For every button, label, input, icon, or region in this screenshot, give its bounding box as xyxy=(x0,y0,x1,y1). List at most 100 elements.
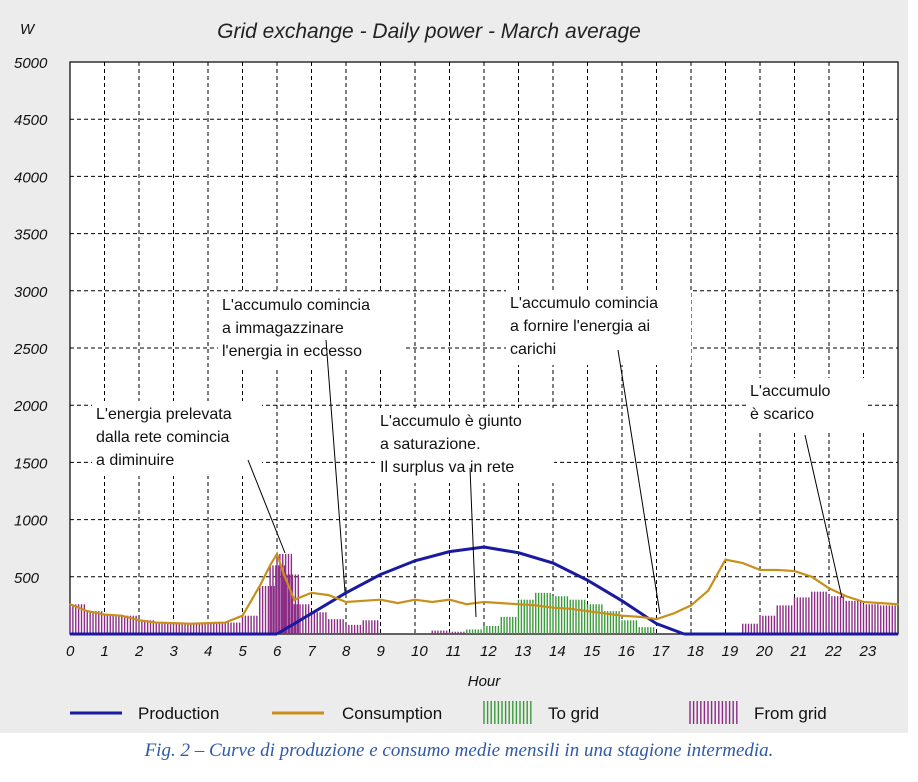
x-tick-label: 17 xyxy=(653,643,670,660)
data-point xyxy=(310,592,313,594)
y-tick-label: 2000 xyxy=(13,398,48,415)
y-tick-label: 4000 xyxy=(14,169,48,186)
x-tick-label: 3 xyxy=(170,643,179,660)
data-point xyxy=(707,589,709,592)
data-point xyxy=(328,594,330,596)
legend-label: To grid xyxy=(548,704,599,723)
y-tick-label: 1000 xyxy=(14,513,48,530)
data-point xyxy=(283,573,285,576)
data-point xyxy=(103,613,106,616)
data-point xyxy=(379,573,382,576)
annotation-box xyxy=(218,292,403,367)
y-tick-label: 500 xyxy=(14,570,40,587)
data-point xyxy=(121,615,123,617)
annotation-text: Il surplus va in rete xyxy=(380,459,514,476)
data-point xyxy=(310,612,313,615)
data-point xyxy=(638,616,640,618)
data-point xyxy=(724,559,727,561)
data-point xyxy=(86,610,88,612)
data-point xyxy=(897,603,899,605)
x-tick-label: 11 xyxy=(446,643,462,660)
data-point xyxy=(742,562,744,564)
data-point xyxy=(500,602,502,604)
annotation-text: dalla rete comincia xyxy=(96,429,230,446)
annotation-leader xyxy=(247,459,286,554)
data-point xyxy=(880,602,882,604)
data-point xyxy=(621,600,623,602)
data-point xyxy=(483,546,485,548)
data-point xyxy=(759,569,761,571)
x-tick-label: 15 xyxy=(584,643,601,660)
data-point xyxy=(379,599,382,601)
annotation-box xyxy=(506,290,691,365)
x-tick-label: 7 xyxy=(308,643,317,660)
data-point xyxy=(448,551,451,553)
data-point xyxy=(552,607,554,609)
annotation-text: L'accumulo comincia xyxy=(222,297,370,314)
data-point xyxy=(293,599,295,601)
x-tick-label: 5 xyxy=(239,643,248,660)
annotation-leader xyxy=(804,434,843,599)
y-tick-label: 3500 xyxy=(14,227,48,244)
y-axis-unit-label: W xyxy=(20,21,36,38)
data-point xyxy=(138,619,140,621)
y-tick-label: 3000 xyxy=(14,284,48,301)
x-tick-label: 16 xyxy=(618,643,635,660)
data-point xyxy=(811,576,813,578)
data-point xyxy=(259,585,261,587)
x-tick-label: 9 xyxy=(377,643,386,660)
y-tick-label: 2500 xyxy=(13,341,48,358)
data-point xyxy=(414,560,416,562)
x-tick-label: 21 xyxy=(790,643,808,660)
data-point xyxy=(569,608,571,610)
y-tick-label: 1500 xyxy=(14,455,48,472)
x-tick-label: 22 xyxy=(824,643,842,660)
data-point xyxy=(345,601,347,603)
chart-title: Grid exchange - Daily power - March aver… xyxy=(217,20,641,43)
data-point xyxy=(862,601,865,603)
data-point xyxy=(655,623,658,625)
data-point xyxy=(448,599,451,601)
annotation-text: è scarico xyxy=(750,406,814,423)
data-point xyxy=(552,562,554,564)
data-point xyxy=(466,603,468,605)
data-point xyxy=(586,610,589,612)
x-tick-label: 2 xyxy=(134,643,144,660)
data-point xyxy=(517,552,520,554)
data-point xyxy=(69,603,71,605)
data-point xyxy=(535,604,537,607)
x-tick-label: 4 xyxy=(204,643,212,660)
data-point xyxy=(828,587,830,589)
annotation-box xyxy=(92,401,262,476)
data-point xyxy=(224,621,226,624)
x-axis-label: Hour xyxy=(468,673,502,690)
data-point xyxy=(207,622,209,624)
data-point xyxy=(397,602,399,604)
data-point xyxy=(269,564,271,566)
y-tick-label: 5000 xyxy=(14,55,48,72)
annotation-text: L'accumulo xyxy=(750,383,831,400)
x-tick-label: 12 xyxy=(480,643,497,660)
annotation-text: a immagazzinare xyxy=(222,320,344,337)
data-point xyxy=(414,599,416,601)
legend-label: Consumption xyxy=(342,704,442,723)
x-tick-label: 13 xyxy=(515,643,532,660)
annotation-box xyxy=(746,378,866,430)
annotation-text: L'energia prelevata xyxy=(96,406,232,423)
data-point xyxy=(776,569,778,571)
chart-svg: Grid exchange - Daily power - March aver… xyxy=(13,20,899,724)
figure-caption: Fig. 2 – Curve di produzione e consumo m… xyxy=(144,740,774,761)
x-tick-label: 18 xyxy=(687,643,704,660)
annotation-text: a fornire l'energia ai xyxy=(510,318,650,335)
data-point xyxy=(793,570,796,572)
data-point xyxy=(190,623,192,625)
annotation-text: a diminuire xyxy=(96,452,174,469)
annotation-text: carichi xyxy=(510,341,556,358)
annotation-leader xyxy=(325,339,346,593)
annotation-leader xyxy=(469,467,477,618)
data-point xyxy=(586,579,589,581)
x-tick-label: 1 xyxy=(101,643,109,660)
data-point xyxy=(276,553,278,555)
annotation-text: L'accumulo comincia xyxy=(510,295,658,312)
data-point xyxy=(431,601,433,603)
